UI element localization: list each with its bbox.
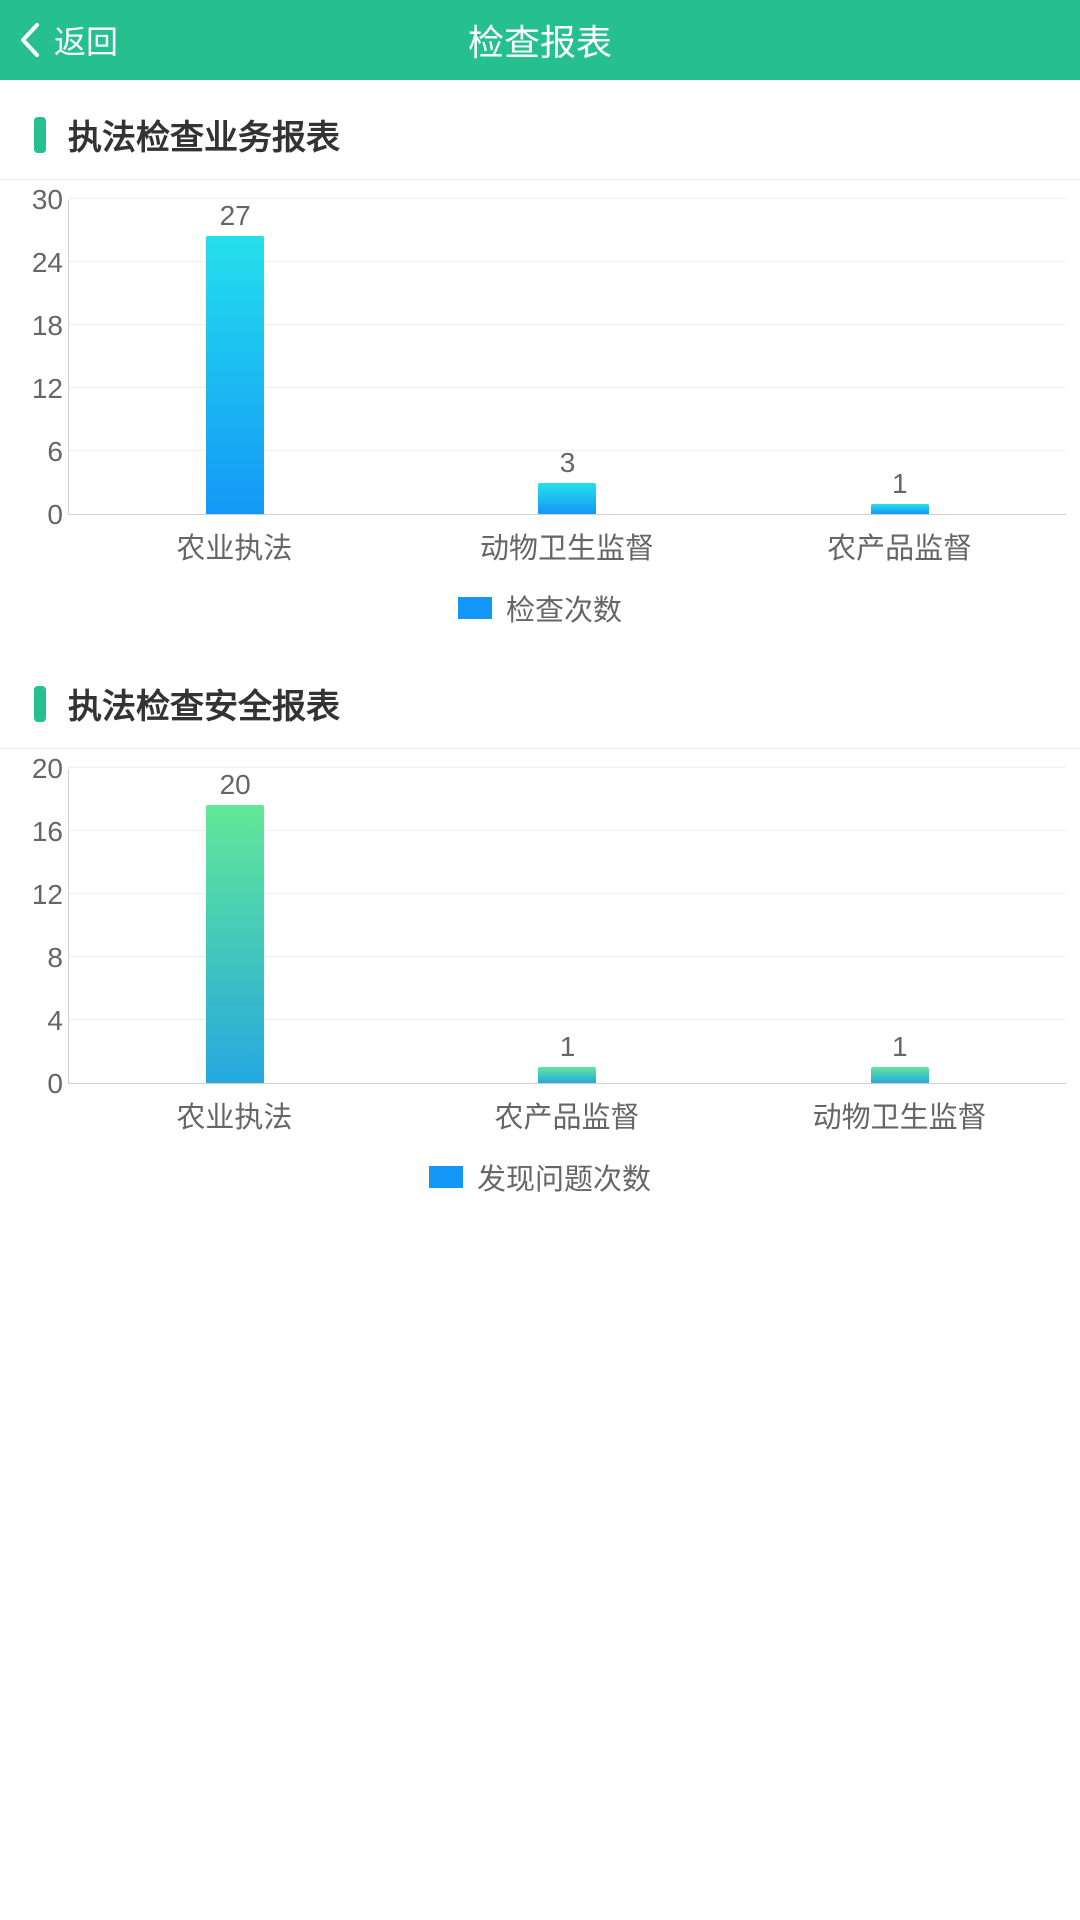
chart1-container: 30 24 18 12 6 0 27 3 1 农业执法动物卫生监督农产品监督 检查次数 [0, 179, 1080, 649]
chart1-bars: 27 3 1 [69, 200, 1066, 514]
chart1-title: 执法检查业务报表 [68, 110, 340, 159]
chart1-title-row: 执法检查业务报表 [0, 80, 1080, 179]
back-button[interactable]: 返回 [20, 17, 118, 63]
chart1-legend: 检查次数 [0, 587, 1080, 629]
back-label: 返回 [54, 17, 118, 63]
chevron-left-icon [20, 23, 40, 57]
x-axis-label: 农产品监督 [733, 525, 1066, 567]
bar [538, 1067, 596, 1083]
chart1-y-axis: 30 24 18 12 6 0 [15, 186, 63, 529]
bar-value-label: 1 [892, 1031, 908, 1063]
x-axis-label: 农业执法 [68, 1094, 401, 1136]
bar-value-label: 20 [220, 769, 251, 801]
bar-value-label: 27 [220, 200, 251, 232]
app-header: 返回 检查报表 [0, 0, 1080, 80]
bar-group: 27 [69, 200, 401, 514]
y-tick: 20 [32, 755, 63, 783]
x-axis-label: 动物卫生监督 [733, 1094, 1066, 1136]
chart1-legend-label: 检查次数 [506, 587, 622, 629]
bar [538, 483, 596, 515]
bar-group: 1 [734, 200, 1066, 514]
chart2-title-row: 执法检查安全报表 [0, 649, 1080, 748]
title-marker [34, 117, 46, 153]
bar-value-label: 1 [892, 468, 908, 500]
y-tick: 8 [47, 944, 63, 972]
chart2-area: 201612840 2011 农业执法农产品监督动物卫生监督 [68, 769, 1066, 1136]
gridline [69, 767, 1066, 768]
bar [206, 805, 264, 1083]
y-tick: 24 [32, 249, 63, 277]
bar [871, 1067, 929, 1083]
y-tick: 12 [32, 881, 63, 909]
chart2-legend: 发现问题次数 [0, 1156, 1080, 1198]
chart1-plot: 3024181260 2731 [68, 200, 1066, 515]
y-tick: 0 [47, 501, 63, 529]
bar-group: 1 [401, 769, 733, 1083]
y-tick: 18 [32, 312, 63, 340]
bar [206, 236, 264, 514]
y-tick: 12 [32, 375, 63, 403]
y-tick: 6 [47, 438, 63, 466]
title-marker [34, 686, 46, 722]
chart2-x-labels: 农业执法农产品监督动物卫生监督 [68, 1094, 1066, 1136]
chart2-section: 执法检查安全报表 201612840 2011 农业执法农产品监督动物卫生监督 … [0, 649, 1080, 1218]
y-tick: 4 [47, 1007, 63, 1035]
chart2-bars: 2011 [69, 769, 1066, 1083]
x-axis-label: 农产品监督 [401, 1094, 734, 1136]
chart2-container: 201612840 2011 农业执法农产品监督动物卫生监督 发现问题次数 [0, 748, 1080, 1218]
y-tick: 30 [32, 186, 63, 214]
bar [871, 504, 929, 515]
bar-value-label: 3 [560, 447, 576, 479]
y-tick: 0 [47, 1070, 63, 1098]
bar-value-label: 1 [560, 1031, 576, 1063]
y-tick: 16 [32, 818, 63, 846]
x-axis-label: 动物卫生监督 [401, 525, 734, 567]
page-title: 检查报表 [468, 14, 612, 66]
chart2-legend-swatch [429, 1166, 463, 1188]
chart1-legend-swatch [458, 597, 492, 619]
gridline [69, 198, 1066, 199]
bar-group: 1 [734, 769, 1066, 1083]
chart2-title: 执法检查安全报表 [68, 679, 340, 728]
chart1-section: 执法检查业务报表 30 24 18 12 6 0 27 3 1 农业执法动物卫生监督农产品监督… [0, 80, 1080, 649]
chart2-legend-label: 发现问题次数 [477, 1156, 651, 1198]
bar-group: 3 [401, 200, 733, 514]
chart1-x-labels: 农业执法动物卫生监督农产品监督 [68, 525, 1066, 567]
chart2-plot: 201612840 2011 [68, 769, 1066, 1084]
bar-group: 20 [69, 769, 401, 1083]
chart1-area: 3024181260 2731 农业执法动物卫生监督农产品监督 [68, 200, 1066, 567]
chart2-y-axis: 20 16 12 8 4 0 [15, 755, 63, 1098]
x-axis-label: 农业执法 [68, 525, 401, 567]
